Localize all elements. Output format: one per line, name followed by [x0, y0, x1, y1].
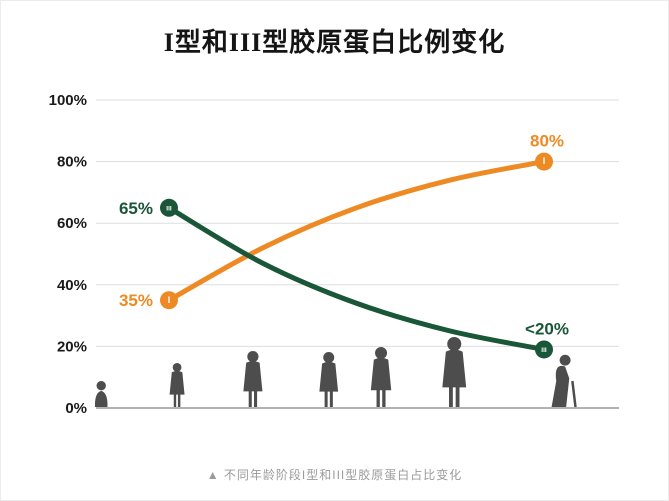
end-value-label-I: 80%	[530, 132, 564, 151]
start-value-label-III: 65%	[119, 199, 153, 218]
y-axis-label: 60%	[57, 215, 87, 232]
y-axis-label: 80%	[57, 154, 87, 171]
series-curve-I	[166, 159, 547, 303]
svg-text:III: III	[166, 205, 172, 212]
figure-elderly-silhouette	[551, 354, 577, 408]
figure-young-adult-silhouette	[319, 352, 339, 407]
series-marker-I: I	[160, 291, 178, 310]
figure-infant-silhouette	[94, 381, 108, 407]
svg-text:I: I	[168, 295, 171, 305]
svg-text:III: III	[541, 347, 547, 354]
svg-text:I: I	[543, 156, 546, 166]
start-value-label-I: 35%	[119, 291, 153, 310]
chart-title: I型和III型胶原蛋白比例变化	[163, 28, 506, 57]
y-axis-label: 40%	[57, 277, 87, 294]
end-value-label-III: <20%	[525, 319, 569, 338]
series-marker-III: III	[535, 340, 553, 359]
figure-child-silhouette	[169, 363, 185, 407]
series-curve-III	[166, 205, 547, 352]
series-marker-III: III	[160, 198, 178, 217]
collagen-line-chart: 100% 80% 60% 40% 20% 0% I I 35% 80% III III 65% <20%	[49, 92, 619, 417]
figure-teen-silhouette	[243, 351, 263, 407]
y-axis-label: 100%	[49, 92, 87, 109]
figure-middle-aged-silhouette	[442, 337, 467, 407]
y-axis-label: 0%	[65, 400, 87, 417]
figure-adult-silhouette	[370, 347, 392, 407]
y-axis-label: 20%	[57, 338, 87, 355]
series-marker-I: I	[535, 152, 553, 171]
chart-caption: ▲ 不同年龄阶段I型和III型胶原蛋白占比变化	[206, 468, 463, 482]
